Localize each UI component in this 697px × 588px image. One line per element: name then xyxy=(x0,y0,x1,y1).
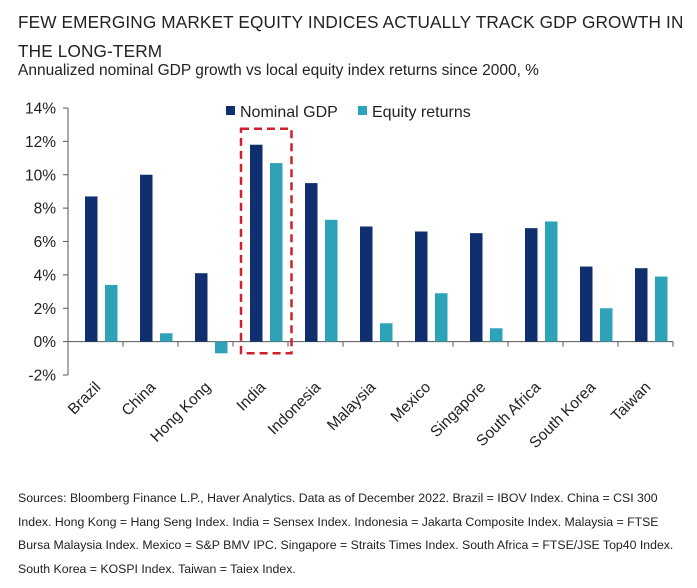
bar xyxy=(140,174,153,342)
y-tick-label: -2% xyxy=(28,368,56,385)
bar xyxy=(600,308,613,342)
bar xyxy=(545,221,558,342)
y-axis: 14% 12% 10% 8% 6% 4% 2% 0% -2% xyxy=(25,101,69,385)
legend-swatch xyxy=(358,106,367,115)
x-tick-label: India xyxy=(234,379,270,415)
highlight-group xyxy=(239,127,293,355)
sources-note: Sources: Bloomberg Finance L.P., Haver A… xyxy=(18,491,674,576)
bar xyxy=(250,144,263,342)
bar xyxy=(415,231,428,342)
x-tick-label: Malaysia xyxy=(324,379,380,435)
bar xyxy=(305,183,318,342)
bar xyxy=(435,293,448,342)
highlight-box xyxy=(239,127,293,355)
chart-title: FEW EMERGING MARKET EQUITY INDICES ACTUA… xyxy=(18,12,684,61)
legend-swatch xyxy=(226,106,235,115)
bar xyxy=(195,273,208,342)
bar xyxy=(655,276,668,342)
bar xyxy=(215,341,228,354)
y-tick-label: 2% xyxy=(34,301,57,318)
bar xyxy=(270,163,283,342)
bar xyxy=(380,323,393,342)
bars xyxy=(85,144,668,354)
bar xyxy=(360,226,373,342)
x-tick-label: China xyxy=(119,379,160,420)
bar xyxy=(580,266,593,342)
bar xyxy=(525,228,538,342)
chart-subtitle: Annualized nominal GDP growth vs local e… xyxy=(18,62,539,79)
y-tick-label: 0% xyxy=(34,334,57,351)
y-tick-label: 14% xyxy=(25,101,56,118)
y-tick-label: 4% xyxy=(34,267,57,284)
y-tick-label: 6% xyxy=(34,234,57,251)
bar xyxy=(325,219,338,342)
y-tick-label: 10% xyxy=(25,167,56,184)
bar xyxy=(635,268,648,342)
bar xyxy=(85,196,98,342)
legend-label: Nominal GDP xyxy=(240,104,338,121)
x-tick-label: Mexico xyxy=(388,379,435,426)
bar xyxy=(160,333,173,342)
legend: Nominal GDP Equity returns xyxy=(226,104,471,121)
bar xyxy=(105,284,118,342)
y-tick-label: 8% xyxy=(34,201,57,218)
bar xyxy=(490,328,503,342)
x-tick-label: Hong Kong xyxy=(147,379,214,446)
x-tick-label: Taiwan xyxy=(608,379,654,425)
x-tick-label: Brazil xyxy=(65,379,104,418)
legend-label: Equity returns xyxy=(372,104,471,121)
y-tick-label: 12% xyxy=(25,134,56,151)
bar xyxy=(470,233,483,342)
x-tick-label: Indonesia xyxy=(265,379,325,439)
